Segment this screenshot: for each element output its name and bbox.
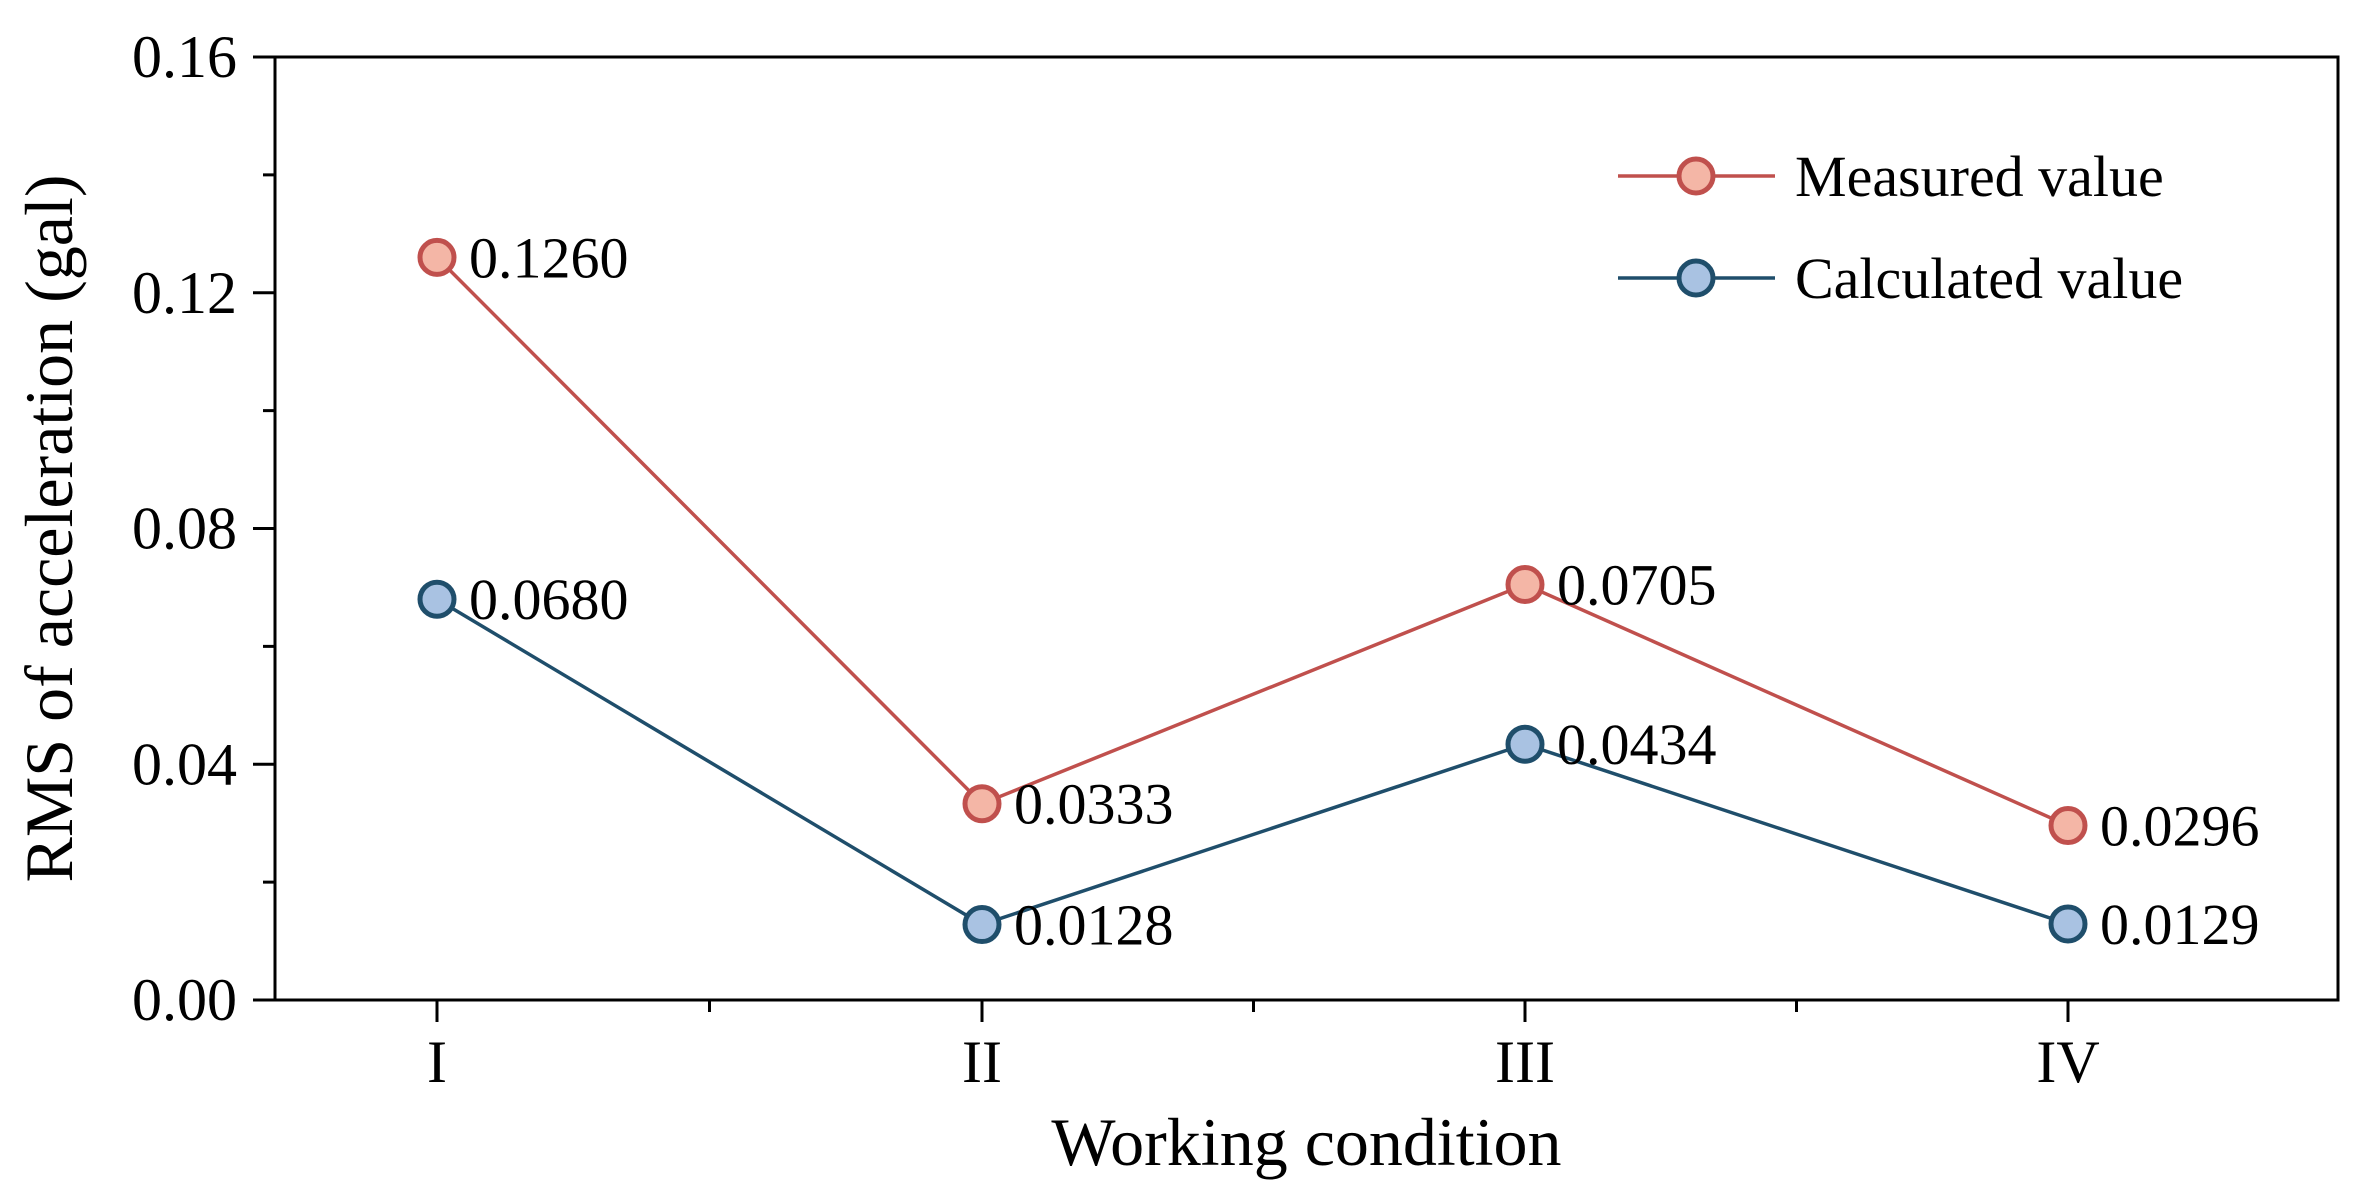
data-point (962, 784, 1002, 824)
data-label: 0.0705 (1557, 552, 1717, 617)
data-point (962, 905, 1002, 945)
data-point (417, 237, 457, 277)
legend-marker (1676, 258, 1716, 298)
plot-frame (273, 55, 2340, 1002)
data-label: 0.0333 (1014, 772, 1174, 837)
data-label: 0.0296 (2100, 794, 2260, 859)
data-point (2048, 904, 2088, 944)
x-tick-label: II (962, 1029, 1002, 1095)
x-axis-title: Working condition (1051, 1104, 1561, 1180)
y-tick-label: 0.00 (132, 967, 237, 1033)
y-tick-label: 0.04 (132, 731, 237, 797)
y-axis-ticks: 0.00 0.04 0.08 0.12 0.16 (132, 24, 275, 1033)
x-axis-ticks: I II III IV (427, 1000, 2100, 1095)
data-point (2048, 806, 2088, 846)
data-point (417, 579, 457, 619)
data-point (1505, 724, 1545, 764)
x-tick-label: III (1495, 1029, 1555, 1095)
legend: Measured value Calculated value (1618, 144, 2183, 311)
y-tick-label: 0.12 (132, 260, 237, 326)
data-point (1505, 564, 1545, 604)
y-tick-label: 0.08 (132, 496, 237, 562)
data-label: 0.0128 (1014, 893, 1174, 958)
x-tick-label: I (427, 1029, 447, 1095)
y-axis-title: RMS of acceleration (gal) (11, 174, 87, 882)
x-tick-label: IV (2036, 1029, 2099, 1095)
legend-marker (1676, 156, 1716, 196)
data-label: 0.0680 (469, 567, 629, 632)
series-line-calculated (436, 597, 2069, 927)
series-layer: 0.1260 0.0333 0.0705 0.0296 0.0680 0.0128 0.04… (417, 225, 2260, 958)
legend-label: Measured value (1795, 144, 2164, 209)
series-line-measured (435, 256, 2069, 828)
legend-label: Calculated value (1795, 246, 2183, 311)
data-label: 0.1260 (469, 225, 629, 290)
y-tick-label: 0.16 (132, 24, 237, 90)
data-label: 0.0434 (1557, 712, 1717, 777)
data-label: 0.0129 (2100, 892, 2260, 957)
